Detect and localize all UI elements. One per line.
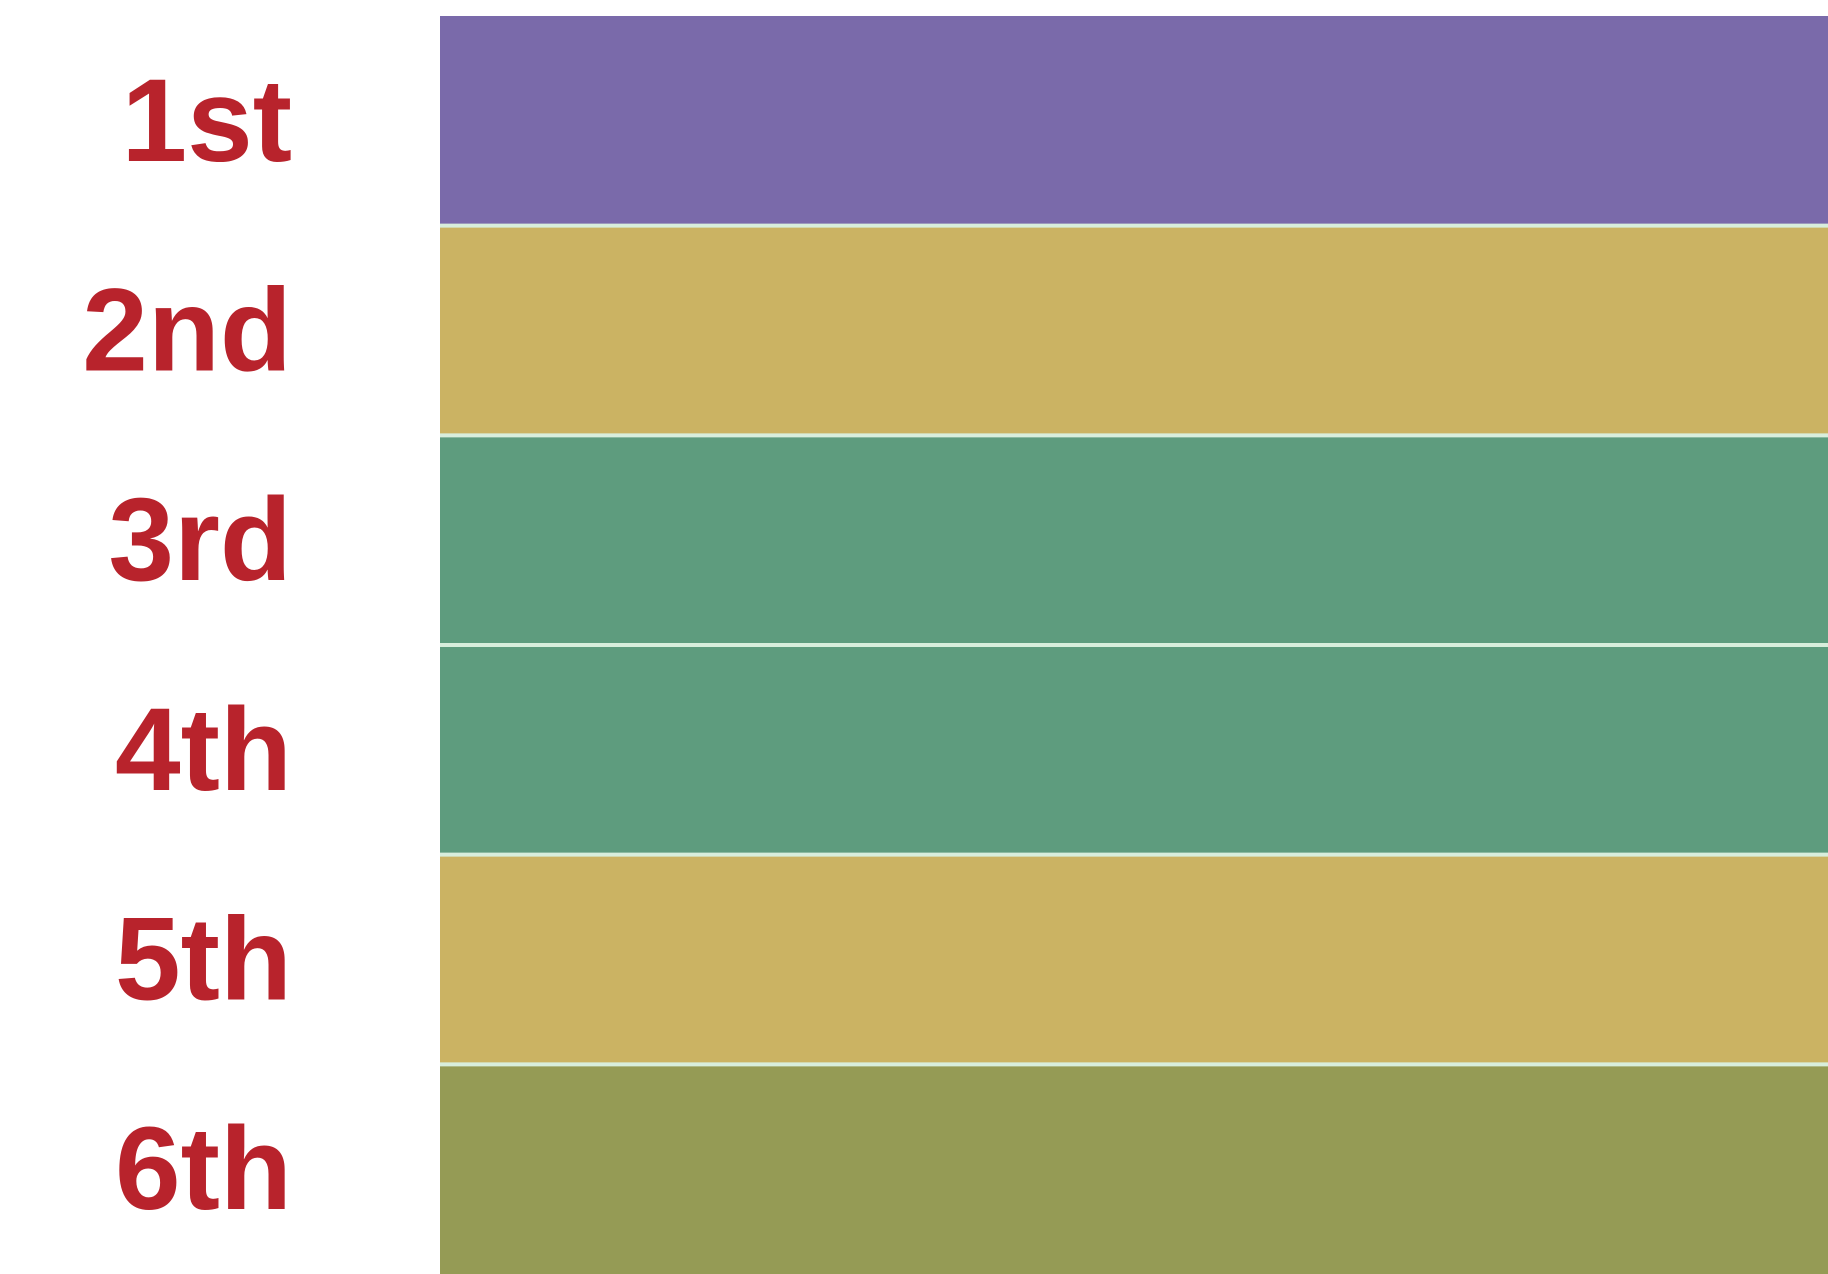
label-group: 1st 2nd 3rd 4th 5th 6th — [82, 55, 292, 1235]
bar-1st — [440, 16, 1828, 226]
category-label-5th: 5th — [115, 894, 292, 1026]
category-label-4th: 4th — [115, 684, 292, 816]
separator-group — [440, 223, 1828, 1067]
bar-4th — [440, 645, 1828, 855]
category-label-2nd: 2nd — [82, 265, 292, 397]
bar-6th — [440, 1064, 1828, 1274]
bar-3rd — [440, 435, 1828, 645]
category-label-3rd: 3rd — [108, 474, 292, 606]
bar-group — [440, 16, 1828, 1274]
bar-5th — [440, 854, 1828, 1065]
category-label-6th: 6th — [115, 1103, 292, 1235]
category-label-1st: 1st — [121, 55, 292, 187]
bar-2nd — [440, 225, 1828, 436]
